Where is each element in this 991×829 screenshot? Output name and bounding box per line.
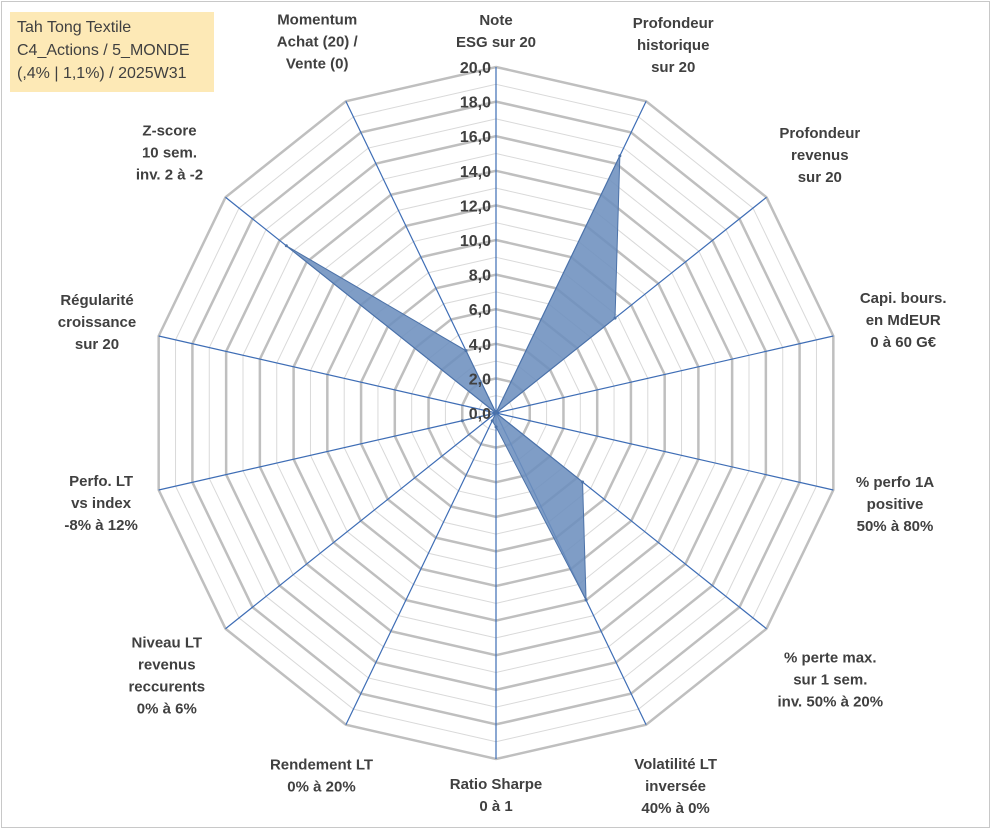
radial-tick-label: 6,0 [469,302,491,319]
axis-label-line: Volatilité LT [634,756,717,773]
axis-label-line: sur 1 sem. [793,672,867,689]
series-point [490,419,494,423]
title-line-category: C4_Actions / 5_MONDE [17,42,190,59]
axis-label: Momentum Achat (20) / Vente (0) [277,12,359,73]
series-point [494,411,498,415]
axis-label: % perfo 1A positive 50% à 80% [856,474,935,535]
axis-label-line: Profondeur [779,125,860,142]
axis-label-line: inv. 2 à -2 [136,167,203,184]
axis-label-line: Niveau LT [132,635,203,652]
axis-label: Z-score 10 sem. inv. 2 à -2 [136,123,203,184]
radial-tick-label: 16,0 [460,129,491,146]
axis-label-line: sur 20 [651,59,695,76]
radial-tick-label: 20,0 [460,60,491,77]
axis-label-line: historique [637,37,710,54]
series-point [284,244,288,248]
axis-label-line: inversée [645,778,706,795]
chart-title-box: Tah Tong Textile C4_Actions / 5_MONDE (,… [10,12,214,92]
axis-label-line: Z-score [142,123,196,140]
axis-label: Volatilité LT inversée 40% à 0% [634,756,717,817]
axis-label-line: inv. 50% à 20% [777,694,883,711]
radial-tick-label: 0,0 [469,406,491,423]
axis-label: Note ESG sur 20 [456,12,536,51]
axis-label: Niveau LT revenus reccurents 0% à 6% [128,635,205,718]
axis-label-line: Note [479,12,512,29]
axis-spoke [158,335,497,414]
axis-spoke [495,335,834,414]
axis-label-line: Momentum [277,12,357,29]
axis-label-line: 10 sem. [142,145,197,162]
axis-label-line: % perfo 1A [856,474,935,491]
axis-label: Rendement LT 0% à 20% [270,756,373,795]
series-point [464,349,468,353]
radial-tick-label: 4,0 [469,337,491,354]
axis-label-line: en MdEUR [866,312,941,329]
axis-label-line: -8% à 12% [64,517,137,534]
axis-label: Ratio Sharpe 0 à 1 [450,776,543,815]
axis-spoke [495,412,834,491]
axis-label-line: sur 20 [798,169,842,186]
axis-spoke [225,412,497,630]
axis-label-line: Régularité [60,292,133,309]
axis-label-line: Rendement LT [270,756,373,773]
series-point [581,480,585,484]
axis-spoke [158,412,497,491]
series-area [286,155,621,601]
series-point [618,154,622,158]
title-line-company: Tah Tong Textile [17,19,132,36]
axis-label-line: Profondeur [633,15,714,32]
axis-label-line: croissance [58,314,136,331]
data-series [284,154,622,602]
series-point [613,316,617,320]
axis-label: % perte max. sur 1 sem. inv. 50% à 20% [777,650,883,711]
axis-label-line: Vente (0) [286,56,349,73]
radial-tick-label: 12,0 [460,198,491,215]
axis-label: Profondeur historique sur 20 [633,15,714,76]
axis-label-line: ESG sur 20 [456,34,536,51]
axis-label: Perfo. LT vs index -8% à 12% [64,473,137,534]
axis-label: Régularité croissance sur 20 [58,292,136,353]
axis-label-line: Perfo. LT [69,473,133,490]
axis-label-line: reccurents [128,679,205,696]
axis-label-line: % perte max. [784,650,877,667]
radial-tick-label: 14,0 [460,164,491,181]
title-line-period: (,4% | 1,1%) / 2025W31 [17,65,187,82]
radial-tick-label: 8,0 [469,268,491,285]
series-point [584,598,588,602]
axis-label-line: 0 à 1 [479,798,512,815]
axis-label-line: 0% à 20% [287,778,355,795]
series-point [494,425,498,429]
axis-label: Profondeur revenus sur 20 [779,125,860,186]
axis-label-line: Achat (20) / [277,34,359,51]
axis-label-line: Ratio Sharpe [450,776,543,793]
axis-label-line: positive [867,496,924,513]
axis-label-line: 0% à 6% [137,701,197,718]
axis-label-line: revenus [138,657,196,674]
axis-spoke [345,412,497,725]
radial-tick-label: 18,0 [460,95,491,112]
axis-label-line: revenus [791,147,849,164]
axis-label: Capi. bours. en MdEUR 0 à 60 G€ [860,290,947,351]
axis-label-line: vs index [71,495,132,512]
radial-tick-label: 10,0 [460,233,491,250]
axis-label-line: Capi. bours. [860,290,947,307]
axis-label-line: 50% à 80% [857,518,934,535]
axis-label-line: sur 20 [75,336,119,353]
radial-tick-label: 2,0 [469,371,491,388]
axis-label-line: 0 à 60 G€ [870,334,937,351]
radial-tick-labels: 0,0 2,0 4,0 6,0 8,0 10,0 12,0 14,0 16,0 18,0 20,0 [460,60,491,423]
axis-label-line: 40% à 0% [641,800,709,817]
axis-labels: Note ESG sur 20 Profondeur historique sur 20… [58,12,947,817]
series-point [460,419,464,423]
